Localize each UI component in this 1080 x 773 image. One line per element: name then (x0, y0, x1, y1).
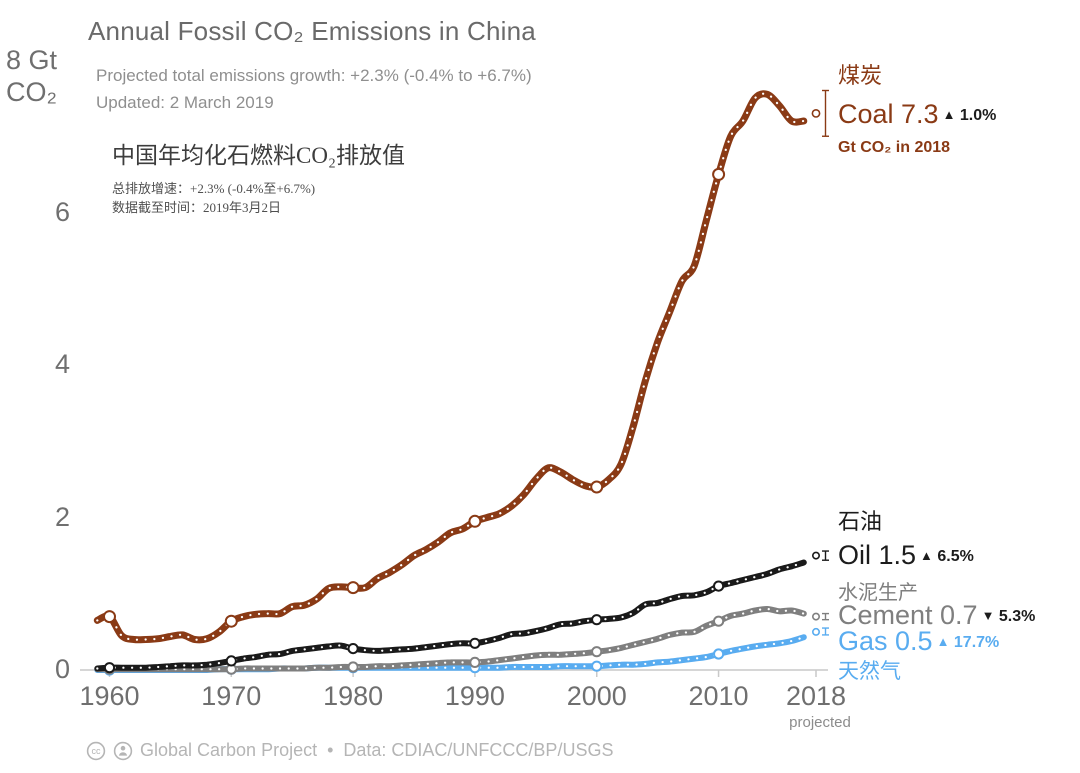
coal-value: Coal 7.3 (838, 99, 939, 129)
gas-value: Gas 0.5 (838, 626, 933, 656)
y-axis-unit-label: 8 Gt CO₂ (6, 44, 57, 108)
attribution-person-icon (113, 741, 133, 761)
oil-value-label: Oil 1.5 ▲ 6.5% (838, 540, 974, 571)
chinese-title: 中国年均化石燃料CO₂排放值 (112, 143, 405, 168)
gas-change-pct: 17.7% (953, 634, 1000, 651)
cement-value: Cement 0.7 (838, 600, 978, 630)
coal-unit-label: Gt CO₂ in 2018 (838, 139, 951, 156)
footer-separator: • (327, 740, 334, 760)
chart-title: Annual Fossil CO₂ Emissions in China (88, 16, 536, 46)
subtitle-updated: Updated: 2 March 2019 (96, 93, 274, 112)
gas-label-cn: 天然气 (838, 660, 901, 683)
chinese-updated-note: 数据截至时间：2019年3月2日 (112, 200, 282, 215)
coal-change-pct: 1.0% (959, 107, 997, 124)
y-axis-tick-label: 4 (54, 348, 70, 379)
x-axis-tick-label: 1970 (201, 681, 262, 711)
cement-value-label: Cement 0.7 ▼ 5.3% (838, 600, 1035, 631)
oil-up-arrow-icon: ▲ (920, 548, 933, 563)
y-axis: 0 2 4 6 (0, 0, 72, 773)
y-axis-tick-label: 6 (54, 196, 70, 227)
oil-value: Oil 1.5 (838, 540, 917, 570)
coal-label-cn: 煤炭 (838, 63, 883, 88)
chart-subtitle: Projected total emissions growth: +2.3% … (96, 62, 532, 116)
oil-change-pct: 6.5% (937, 548, 974, 565)
footer-org: Global Carbon Project (140, 740, 318, 760)
subtitle-projection: Projected total emissions growth: +2.3% … (96, 66, 532, 85)
oil-label-cn: 石油 (838, 509, 883, 534)
x-axis-tick-label: 2000 (566, 681, 627, 711)
cement-label-cn: 水泥生产 (838, 582, 918, 604)
coal-value-label: Coal 7.3 ▲ 1.0% (838, 99, 996, 130)
series-cement-line (94, 605, 829, 675)
y-axis-top-value: 8 Gt (6, 45, 58, 75)
svg-text:cc: cc (92, 746, 102, 756)
gas-value-label: Gas 0.5 ▲ 17.7% (838, 626, 999, 657)
x-axis-tick-label: 1980 (323, 681, 384, 711)
projected-label: projected (789, 714, 851, 731)
y-axis-tick-label: 2 (54, 501, 70, 532)
footer: cc Global Carbon Project • Data: CDIAC/U… (86, 740, 613, 761)
x-axis-tick-label: 1960 (79, 681, 140, 711)
cement-down-arrow-icon: ▼ (981, 608, 995, 623)
x-axis-tick-label: 2018 (785, 681, 847, 711)
series-coal-line (93, 89, 829, 644)
chinese-growth-note: 总排放增速：+2.3% (-0.4%至+6.7%) (112, 181, 316, 196)
footer-data-source: Data: CDIAC/UNFCCC/BP/USGS (343, 740, 614, 760)
gas-up-arrow-icon: ▲ (936, 634, 950, 649)
y-axis-unit: CO₂ (6, 77, 57, 107)
x-axis-tick-label: 1990 (444, 681, 505, 711)
series-oil-line (94, 550, 829, 674)
creative-commons-icon: cc (86, 741, 106, 761)
x-axis-tick-label: 2010 (688, 681, 749, 711)
chinese-annotation: 中国年均化石燃料CO₂排放值 总排放增速：+2.3% (-0.4%至+6.7%)… (112, 136, 405, 217)
coal-up-arrow-icon: ▲ (942, 107, 956, 122)
cement-change-pct: 5.3% (998, 608, 1036, 625)
y-axis-tick-label: 0 (54, 653, 70, 684)
